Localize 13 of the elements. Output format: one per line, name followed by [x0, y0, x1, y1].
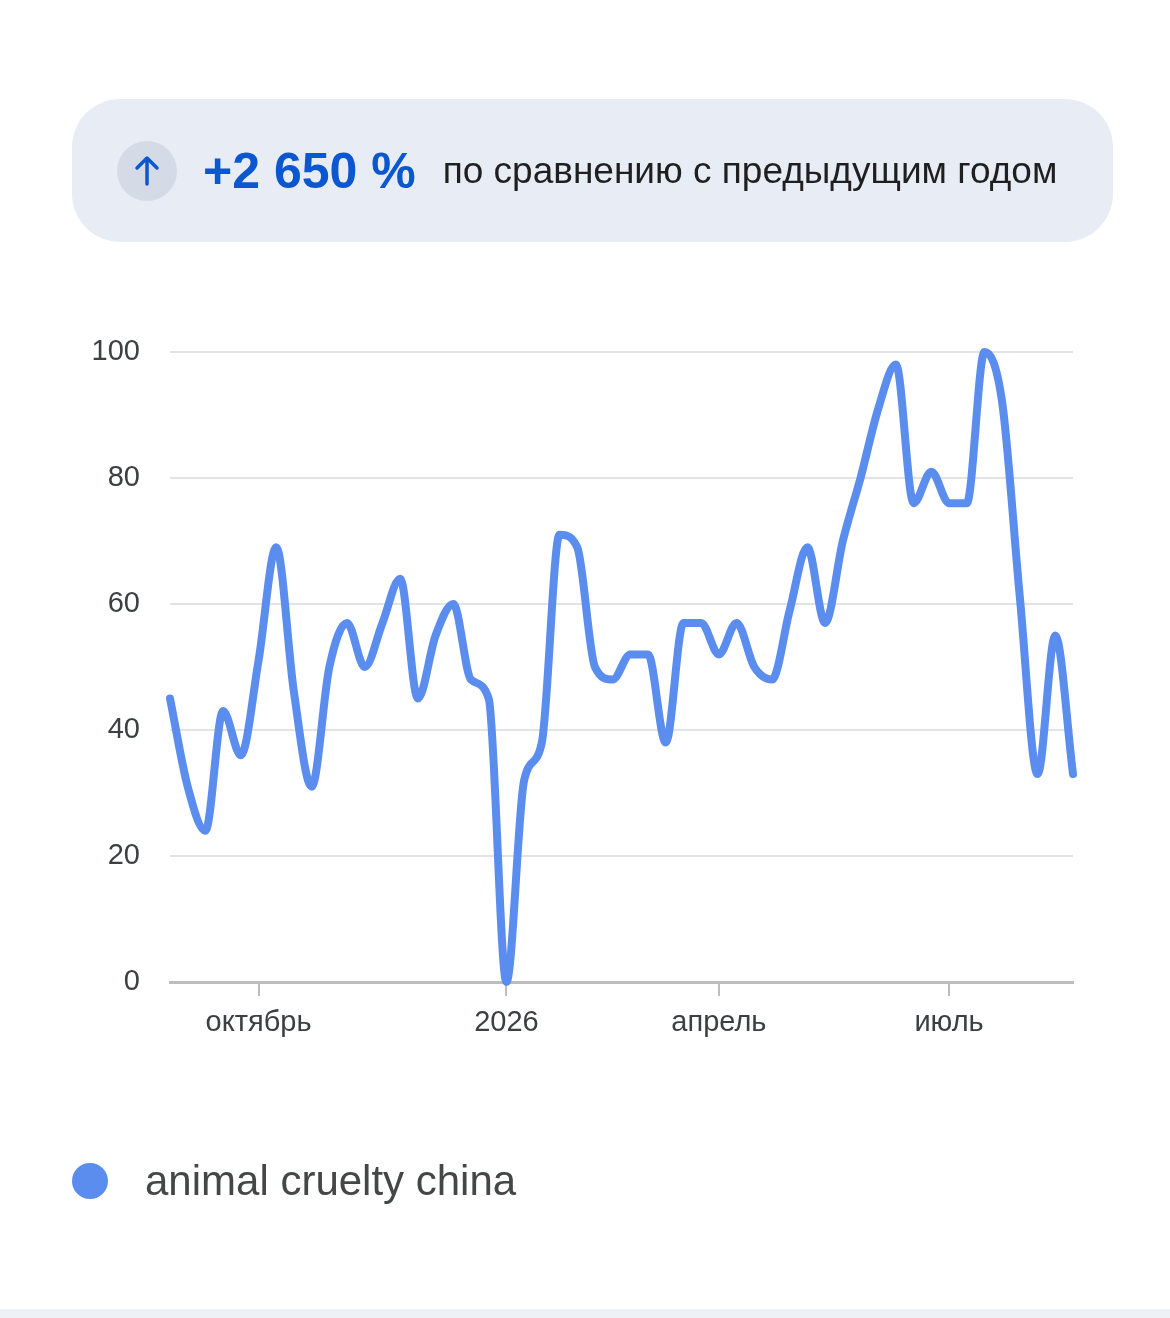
legend-label: animal cruelty china [145, 1157, 517, 1205]
chart-title: +2 650 % [203, 141, 416, 200]
x-tick-label: октябрь [205, 1005, 312, 1038]
x-tick-label: апрель [671, 1005, 767, 1038]
y-tick-label: 40 [107, 712, 140, 744]
y-tick-label: 100 [91, 334, 140, 366]
x-tick-label: июль [914, 1005, 984, 1038]
y-tick-label: 80 [107, 460, 140, 492]
y-tick-label: 20 [107, 838, 140, 870]
chart-subtitle: по сравнению с предыдущим годом [442, 149, 1058, 192]
y-tick-label: 0 [123, 964, 140, 996]
y-tick-label: 60 [107, 586, 140, 618]
x-tick-label: 2026 [474, 1005, 539, 1038]
